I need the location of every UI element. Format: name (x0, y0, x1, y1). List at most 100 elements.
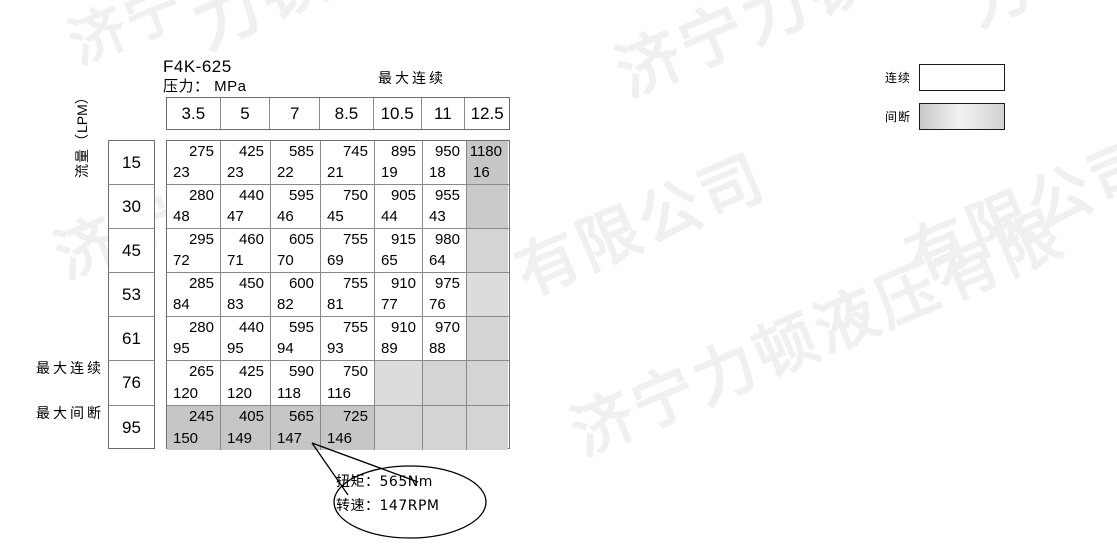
torque-value: 405 (238, 407, 264, 425)
data-cell: 440 95 (221, 317, 271, 361)
torque-value: 590 (288, 363, 314, 381)
data-cell-shaded: 245 150 (167, 405, 221, 450)
data-cell: 755 93 (321, 317, 375, 361)
speed-value: 44 (381, 208, 398, 226)
data-cell: 955 43 (423, 185, 467, 229)
data-cell: 595 94 (271, 317, 321, 361)
legend-swatch-continuous (919, 64, 1005, 91)
data-cell: 285 84 (167, 273, 221, 317)
torque-value: 755 (342, 319, 368, 337)
data-cell-shaded (375, 405, 423, 450)
data-cell-shaded: 1180 16 (467, 141, 508, 185)
speed-value: 46 (277, 208, 294, 226)
torque-value: 295 (188, 231, 214, 249)
table-row: 275 23 425 23 585 22 745 21 895 19 950 1… (167, 141, 509, 186)
speed-value: 43 (429, 208, 446, 226)
speed-value: 89 (381, 340, 398, 358)
speed-value: 45 (327, 208, 344, 226)
data-cell: 425 120 (221, 361, 271, 405)
torque-value: 755 (342, 275, 368, 293)
data-cell: 950 18 (423, 141, 467, 185)
speed-value: 84 (173, 296, 190, 314)
torque-value: 905 (390, 187, 416, 205)
performance-data-grid: 275 23 425 23 585 22 745 21 895 19 950 1… (166, 140, 510, 450)
torque-value: 595 (288, 319, 314, 337)
side-note-max-intermittent: 最大间断 (36, 406, 104, 422)
torque-value: 280 (188, 319, 214, 337)
torque-value: 275 (188, 143, 214, 160)
speed-value: 118 (277, 384, 301, 402)
flow-rate-cell: 45 (109, 229, 154, 274)
flow-axis-label-suffix: ） (75, 89, 91, 105)
data-cell: 605 70 (271, 229, 321, 273)
torque-value: 955 (434, 187, 460, 205)
torque-value: 745 (342, 143, 368, 160)
speed-value: 71 (227, 252, 244, 270)
table-row: 265 120 425 120 590 118 750 116 (167, 361, 509, 406)
speed-value: 69 (327, 252, 344, 270)
data-cell: 585 22 (271, 141, 321, 185)
speed-value: 70 (277, 252, 294, 270)
data-cell: 910 89 (375, 317, 423, 361)
side-note-max-continuous: 最大连续 (36, 361, 104, 377)
table-row: 245 150 405 149 565 147 725 146 (167, 405, 509, 450)
torque-value: 750 (342, 363, 368, 381)
data-cell: 980 64 (423, 229, 467, 273)
torque-value: 895 (390, 143, 416, 160)
legend-label-intermittent: 间断 (885, 110, 912, 124)
data-cell-shaded (423, 361, 467, 405)
pressure-header-cell: 7 (270, 98, 321, 129)
data-cell-shaded (467, 317, 508, 361)
speed-value: 147 (277, 429, 303, 447)
torque-value: 950 (434, 143, 460, 160)
pressure-header-cell: 5 (220, 98, 271, 129)
model-title: F4K-625 (163, 57, 232, 76)
speed-value: 47 (227, 208, 244, 226)
data-cell: 460 71 (221, 229, 271, 273)
torque-value: 425 (238, 143, 264, 160)
data-cell-shaded: 405 149 (221, 405, 271, 450)
table-row: 285 84 450 83 600 82 755 81 910 77 975 7… (167, 273, 509, 318)
speed-value: 16 (473, 164, 490, 182)
speed-value: 22 (277, 164, 294, 182)
speed-value: 81 (327, 296, 344, 314)
speed-value: 88 (429, 340, 446, 358)
torque-value: 980 (434, 231, 460, 249)
speed-value: 120 (227, 384, 253, 402)
callout-text-block: 扭矩：565Nm 转速：147RPM (336, 470, 439, 518)
flow-rate-cell: 53 (109, 273, 154, 318)
data-cell: 265 120 (167, 361, 221, 405)
speed-value: 93 (327, 340, 344, 358)
pressure-unit-label: 压力： MPa (163, 78, 247, 95)
torque-value: 440 (238, 319, 264, 337)
callout-speed-line: 转速：147RPM (336, 498, 440, 514)
data-cell-shaded (423, 405, 467, 450)
data-cell: 590 118 (271, 361, 321, 405)
flow-axis-label-prefix: 流量（ (75, 133, 91, 178)
legend-label-continuous: 连续 (885, 71, 912, 85)
flow-rate-cell: 30 (109, 185, 154, 230)
pressure-header-cell: 12.5 (465, 98, 509, 129)
table-row: 280 95 440 95 595 94 755 93 910 89 970 8… (167, 317, 509, 362)
legend: 连续 间断 (885, 64, 1005, 142)
speed-value: 95 (227, 340, 244, 358)
pressure-header-cell: 8.5 (320, 98, 374, 129)
legend-item-continuous: 连续 (885, 64, 1005, 91)
data-cell-shaded-annotated: 565 147 (271, 405, 321, 450)
speed-value: 48 (173, 208, 190, 226)
torque-value: 600 (288, 275, 314, 293)
flow-rate-cell: 95 (122, 417, 141, 437)
flow-rate-column: 15 30 45 53 61 76 95 (108, 140, 155, 449)
data-cell: 595 46 (271, 185, 321, 229)
speed-value: 65 (381, 252, 398, 270)
data-cell: 970 88 (423, 317, 467, 361)
data-cell: 280 95 (167, 317, 221, 361)
data-cell: 275 23 (167, 141, 221, 185)
torque-value: 605 (288, 231, 314, 249)
speed-value: 72 (173, 252, 190, 270)
legend-item-intermittent: 间断 (885, 103, 1005, 130)
speed-value: 146 (327, 429, 353, 447)
torque-value: 450 (238, 275, 264, 293)
data-cell: 600 82 (271, 273, 321, 317)
speed-value: 150 (173, 429, 199, 447)
